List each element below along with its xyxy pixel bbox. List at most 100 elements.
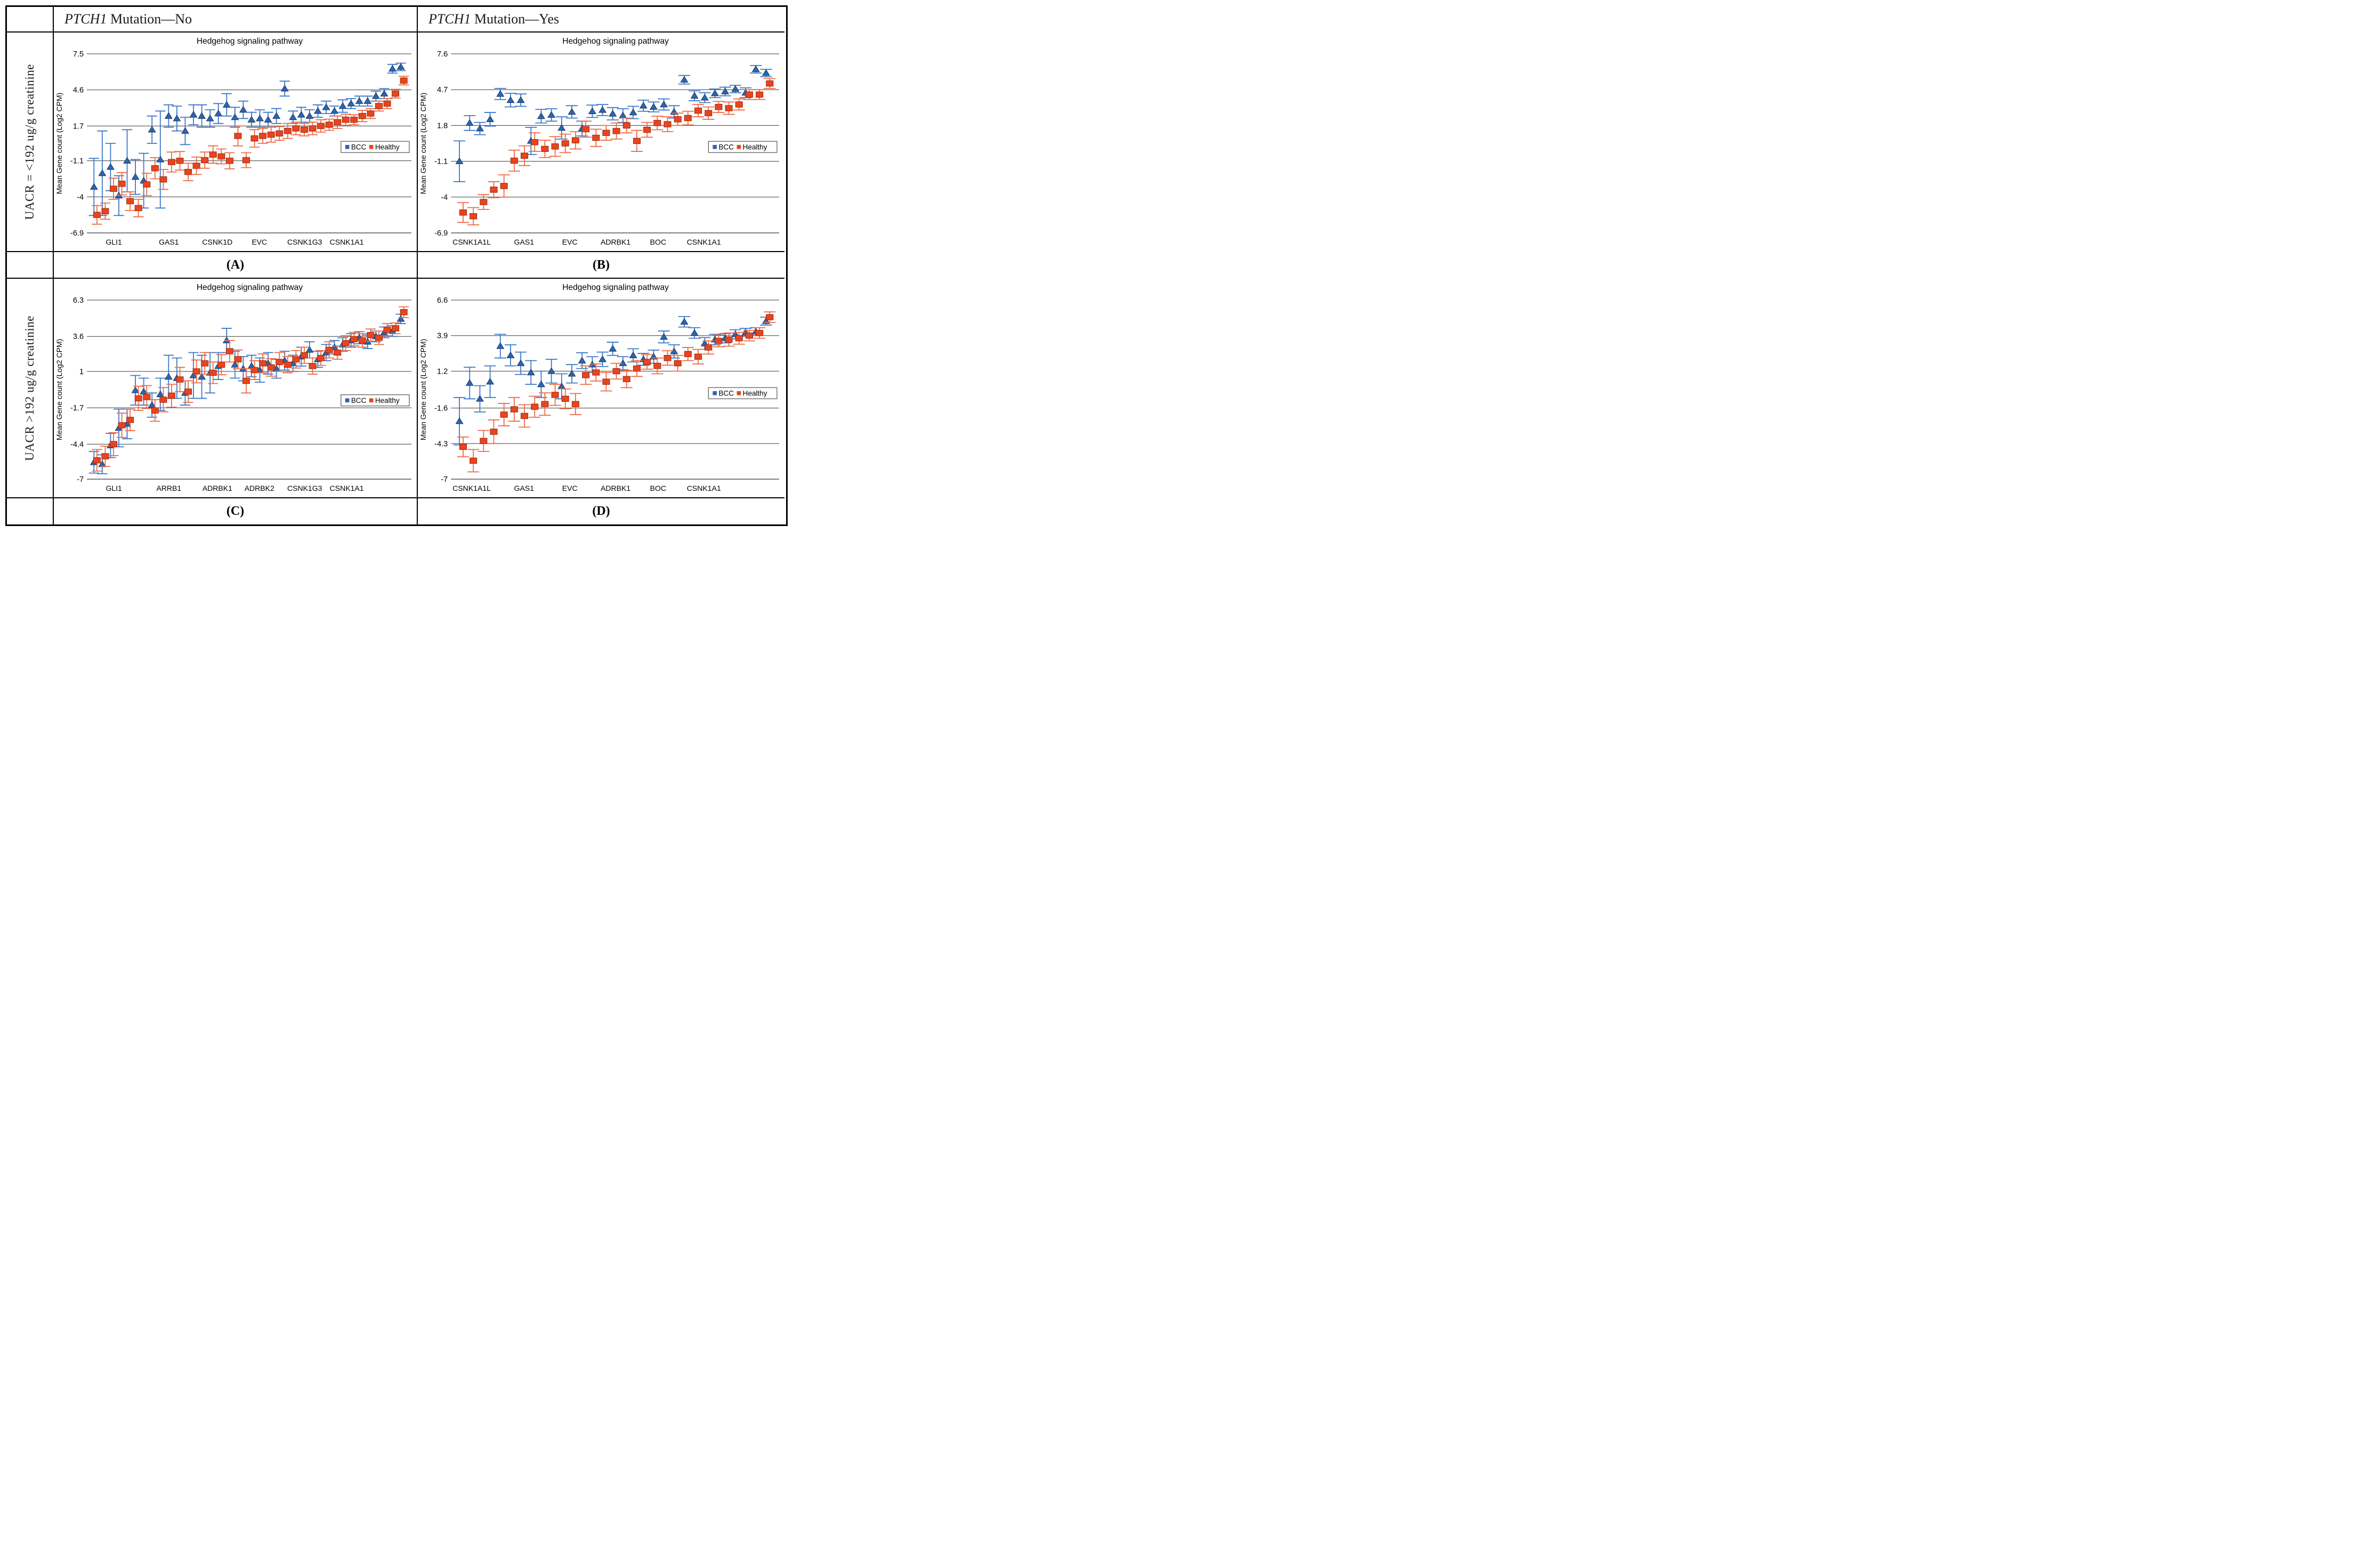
x-tick-label: ADRBK1 [601, 238, 630, 246]
y-axis-label: Mean Gene count (Log2 CPM) [55, 339, 63, 441]
legend-swatch [369, 398, 374, 402]
bcc-marker [206, 115, 214, 122]
legend-label: BCC [351, 397, 367, 405]
figure-table: PTCH1 Mutation—No PTCH1 Mutation—Yes UAC… [5, 5, 788, 526]
healthy-marker [592, 134, 600, 141]
bcc-marker [355, 97, 363, 104]
bcc-marker [557, 124, 566, 131]
bcc-marker [98, 169, 107, 176]
bcc-marker [156, 156, 165, 163]
bcc-marker [455, 157, 464, 164]
healthy-marker [292, 356, 300, 362]
y-tick-label: -1.1 [434, 158, 448, 166]
healthy-marker [93, 457, 101, 464]
healthy-marker [292, 125, 300, 132]
column-header-rest: Mutation—No [107, 11, 192, 27]
y-tick-label: -1.6 [434, 405, 448, 413]
x-tick-label: ARRB1 [156, 484, 181, 492]
healthy-marker [325, 346, 333, 353]
y-tick-label: -7 [77, 475, 84, 484]
healthy-marker [602, 378, 610, 385]
x-tick-label: GAS1 [514, 238, 535, 246]
bcc-marker [598, 355, 607, 362]
healthy-marker [684, 115, 692, 122]
bcc-marker [313, 107, 322, 114]
healthy-marker [480, 199, 488, 205]
bcc-marker [305, 112, 314, 119]
bcc-marker [347, 100, 355, 107]
healthy-marker [176, 376, 184, 383]
bcc-marker [547, 111, 556, 118]
bcc-marker [557, 382, 566, 390]
healthy-marker [334, 119, 342, 126]
healthy-marker [176, 157, 184, 164]
legend-label: Healthy [743, 143, 767, 151]
bcc-marker [455, 417, 464, 424]
healthy-marker [745, 91, 753, 98]
series-healthy [457, 311, 776, 473]
chart-panel-A: Hedgehog signaling pathway Mean Gene coun… [54, 33, 418, 252]
healthy-marker [284, 127, 292, 134]
healthy-marker [159, 397, 167, 403]
healthy-marker [480, 438, 488, 444]
bcc-marker [700, 93, 709, 101]
label-row-spacer [7, 498, 54, 524]
healthy-marker [134, 205, 142, 212]
healthy-marker [167, 159, 175, 165]
label-row-spacer [7, 252, 54, 279]
bcc-marker [198, 373, 206, 380]
healthy-marker [151, 165, 159, 172]
healthy-marker [334, 349, 342, 356]
healthy-marker [242, 157, 250, 164]
legend-swatch [737, 391, 741, 395]
healthy-marker [510, 157, 518, 164]
healthy-marker [561, 140, 569, 147]
row-header-uacr-low: UACR = <192 ug/g creatinine [7, 33, 54, 252]
healthy-marker [633, 365, 641, 372]
x-tick-label: GLI1 [106, 484, 122, 492]
healthy-marker [500, 411, 508, 418]
y-tick-label: 1.8 [437, 122, 448, 130]
healthy-marker [510, 406, 518, 413]
chart-title: Hedgehog signaling pathway [562, 283, 669, 292]
bcc-marker [131, 173, 140, 180]
bcc-marker [506, 96, 515, 103]
x-tick-labels: GLI1 GAS1 CSNK1D EVC CSNK1G3 CSNK1A1 [106, 238, 363, 246]
y-tick-label: -6.9 [70, 229, 84, 238]
healthy-marker [267, 364, 275, 371]
healthy-marker [400, 309, 408, 316]
bcc-marker [465, 119, 474, 126]
series-bcc [88, 62, 406, 216]
healthy-marker [184, 168, 192, 175]
healthy-marker [766, 80, 774, 87]
healthy-marker [309, 363, 317, 369]
healthy-marker [118, 422, 126, 429]
y-tick-label: 6.3 [73, 296, 84, 305]
bcc-marker [486, 377, 495, 385]
healthy-marker [694, 353, 702, 360]
healthy-marker [375, 335, 383, 341]
bcc-marker [297, 111, 305, 118]
bcc-marker [231, 113, 239, 120]
healthy-marker [143, 394, 151, 400]
scatter-chart-D: Hedgehog signaling pathway Mean Gene coun… [419, 283, 779, 492]
x-tick-label: EVC [252, 238, 267, 246]
healthy-marker [715, 103, 723, 110]
bcc-marker [649, 103, 658, 110]
healthy-marker [217, 361, 225, 368]
bcc-marker [609, 345, 617, 352]
bcc-marker [264, 116, 272, 123]
bcc-marker [90, 183, 98, 190]
healthy-marker [725, 105, 733, 111]
healthy-marker [725, 336, 733, 343]
figure-wrapper: PTCH1 Mutation—No PTCH1 Mutation—Yes UAC… [0, 0, 2355, 531]
chart-title: Hedgehog signaling pathway [562, 37, 669, 46]
healthy-marker [766, 314, 774, 320]
bcc-marker [305, 346, 314, 353]
healthy-marker [531, 403, 539, 410]
bcc-marker [537, 112, 546, 119]
y-tick-label: 7.6 [437, 50, 448, 59]
x-tick-label: GAS1 [514, 484, 535, 492]
bcc-marker [148, 126, 156, 133]
healthy-marker [392, 325, 400, 332]
